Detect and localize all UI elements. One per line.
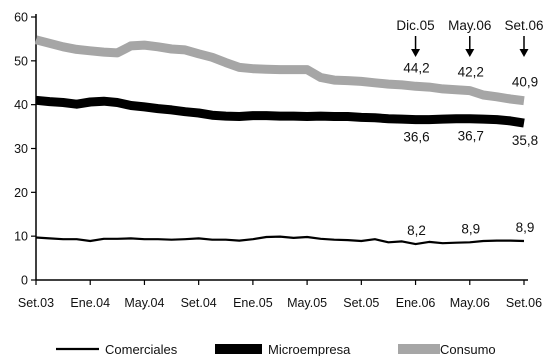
- annotation-label: May.06: [448, 18, 491, 33]
- annotation-label: Set.06: [504, 18, 543, 33]
- y-tick-label: 50: [14, 54, 28, 68]
- annotation-label: Dic.05: [396, 18, 434, 33]
- x-tick-label: Set.05: [343, 296, 379, 310]
- legend-label-consumo: Consumo: [440, 342, 496, 356]
- x-tick-label: Ene.06: [396, 296, 436, 310]
- annotation-arrow-icon: [519, 49, 529, 57]
- annotations: Dic.05 May.06 Set.06: [396, 18, 544, 57]
- x-tick-label: May.05: [287, 296, 327, 310]
- data-label-comerciales: 8,2: [407, 223, 426, 238]
- series-line-microempresa: [35, 95, 525, 128]
- series-layer: [34, 35, 525, 246]
- series-line-consumo: [34, 35, 525, 106]
- x-tick-label: Ene.05: [233, 296, 273, 310]
- data-label-microempresa: 35,8: [512, 133, 538, 148]
- legend-label-microempresa: Microempresa: [268, 342, 351, 356]
- data-label-consumo: 44,2: [403, 60, 429, 75]
- chart-axes: 0 10 20 30 40 50 60 Set.03 Ene.04 May.04 Set.04 Ene…: [14, 11, 542, 311]
- data-label-microempresa: 36,6: [403, 130, 429, 145]
- annotation-arrow-icon: [411, 49, 421, 57]
- y-tick-label: 30: [14, 142, 28, 156]
- y-tick-label: 60: [14, 11, 28, 25]
- y-tick-label: 10: [14, 230, 28, 244]
- legend-label-comerciales: Comerciales: [105, 342, 178, 356]
- x-tick-label: Set.06: [506, 296, 542, 310]
- data-labels: 44,2 42,2 40,9 36,6 36,7 35,8 8,2 8,9 8,9: [403, 60, 538, 238]
- annotation-arrow-icon: [465, 49, 475, 57]
- x-tick-label: Set.03: [18, 296, 54, 310]
- y-tick-label: 20: [14, 186, 28, 200]
- series-line-comerciales: [35, 235, 525, 246]
- data-label-consumo: 40,9: [512, 75, 538, 90]
- data-label-comerciales: 8,9: [461, 221, 480, 236]
- legend: Comerciales Microempresa Consumo: [56, 342, 496, 356]
- x-tick-label: May.04: [124, 296, 164, 310]
- data-label-consumo: 42,2: [458, 65, 484, 80]
- y-tick-label: 40: [14, 98, 28, 112]
- data-label-microempresa: 36,7: [458, 129, 484, 144]
- x-tick-label: Set.04: [181, 296, 217, 310]
- y-tick-label: 0: [21, 274, 28, 288]
- x-tick-label: Ene.04: [70, 296, 110, 310]
- x-tick-label: May.06: [450, 296, 490, 310]
- data-label-comerciales: 8,9: [516, 220, 535, 235]
